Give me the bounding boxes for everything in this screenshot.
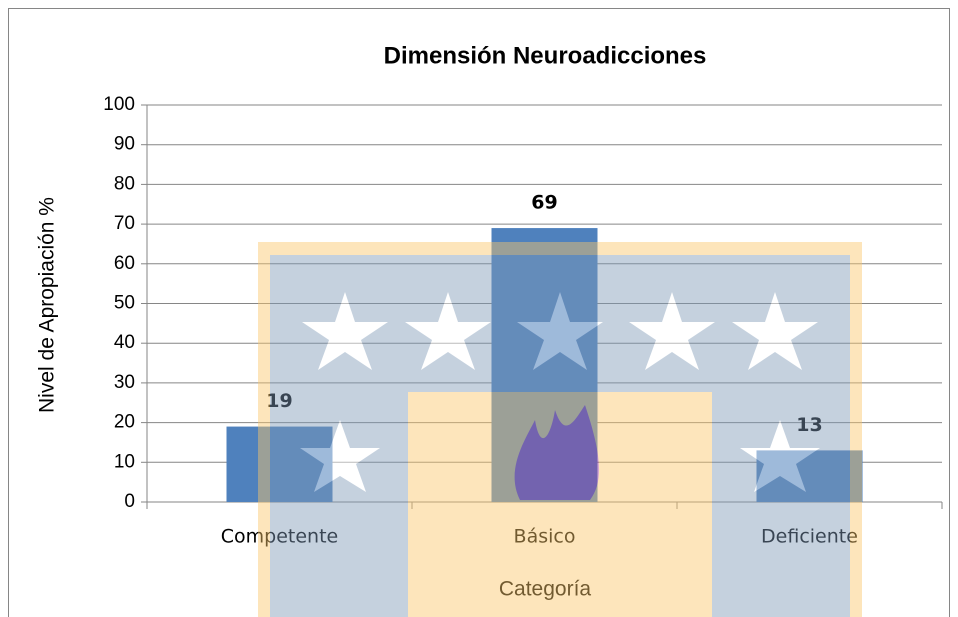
y-tick-label: 40 xyxy=(114,332,135,353)
data-label: 69 xyxy=(531,192,557,214)
y-axis-label: Nivel de Apropiación % xyxy=(36,197,59,413)
chart-title: Dimensión Neuroadicciones xyxy=(384,42,707,69)
watermark-flame xyxy=(514,405,600,500)
data-label: 13 xyxy=(796,414,822,436)
y-tick-label: 10 xyxy=(114,451,135,472)
plot-area: 0 10 20 30 40 50 60 70 80 90 100 Competente 19 Básico… xyxy=(103,94,943,548)
bar xyxy=(226,426,333,502)
data-label: 19 xyxy=(266,390,292,412)
y-tick-label: 60 xyxy=(114,253,135,274)
bar xyxy=(756,450,863,502)
chart-border xyxy=(8,8,950,617)
y-tick-label: 90 xyxy=(114,134,135,155)
watermark-shield xyxy=(270,255,850,617)
y-tick-label: 0 xyxy=(124,491,135,512)
bar xyxy=(491,228,598,502)
watermark-panel xyxy=(408,392,712,617)
y-tick-label: 70 xyxy=(114,213,135,234)
x-tick-label: Deficiente xyxy=(761,526,858,548)
y-tick-label: 20 xyxy=(114,412,135,433)
watermark xyxy=(258,242,862,617)
watermark-stars xyxy=(300,292,820,492)
watermark-frame xyxy=(258,242,862,617)
y-tick-label: 50 xyxy=(114,293,135,314)
x-tick-label: Competente xyxy=(221,526,338,548)
y-tick-label: 30 xyxy=(114,372,135,393)
x-tick-label: Básico xyxy=(514,526,576,548)
y-tick-label: 100 xyxy=(103,94,135,115)
x-axis-label: Categoría xyxy=(499,578,592,601)
y-tick-label: 80 xyxy=(114,173,135,194)
